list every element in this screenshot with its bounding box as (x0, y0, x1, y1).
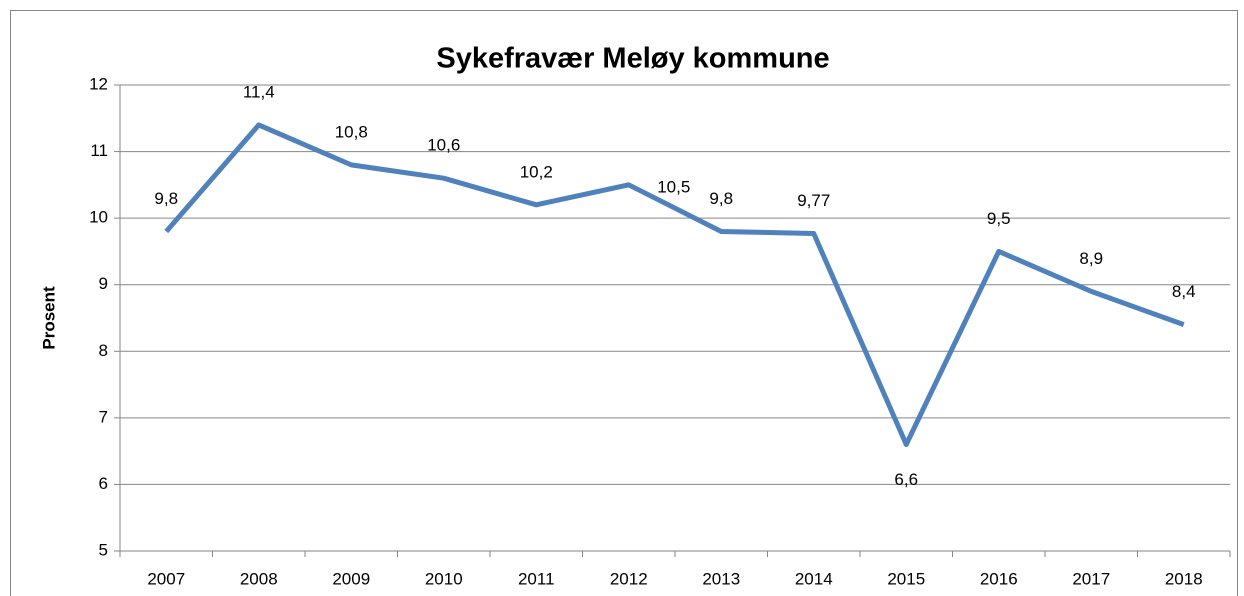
y-tick-label: 6 (99, 474, 108, 493)
y-tick-label: 5 (99, 540, 108, 559)
y-tick-label: 7 (99, 407, 108, 426)
data-label: 6,6 (894, 470, 918, 489)
data-label: 9,77 (797, 191, 830, 210)
x-tick-label: 2011 (518, 569, 555, 588)
chart-frame (10, 10, 1238, 596)
data-label: 10,6 (427, 136, 460, 155)
data-label: 10,8 (335, 122, 368, 141)
x-tick-label: 2010 (425, 569, 463, 588)
data-label: 9,8 (154, 189, 178, 208)
x-tick-label: 2014 (795, 569, 833, 588)
x-tick-label: 2017 (1072, 569, 1110, 588)
data-label: 9,5 (987, 209, 1011, 228)
y-tick-label: 9 (99, 274, 108, 293)
x-tick-label: 2007 (147, 569, 185, 588)
x-tick-label: 2018 (1165, 569, 1203, 588)
chart-title: Sykefravær Meløy kommune (436, 43, 829, 75)
y-tick-label: 12 (89, 74, 108, 93)
data-line (164, 122, 1185, 447)
y-tick-label: 11 (90, 141, 108, 160)
data-label: 10,2 (520, 162, 553, 181)
x-tick-label: 2008 (240, 569, 278, 588)
data-label: 8,9 (1079, 249, 1103, 268)
data-label: 8,4 (1172, 282, 1196, 301)
x-tick-label: 2012 (610, 569, 648, 588)
y-axis-label: Prosent (39, 286, 58, 350)
x-tick-label: 2013 (702, 569, 740, 588)
x-tick-label: 2015 (887, 569, 925, 588)
data-label: 10,5 (657, 177, 690, 196)
data-label: 9,8 (709, 189, 733, 208)
y-tick-label: 10 (89, 208, 108, 227)
x-tick-label: 2009 (332, 569, 370, 588)
x-tick-label: 2016 (980, 569, 1018, 588)
y-tick-label: 8 (99, 341, 108, 360)
data-label: 11,4 (243, 82, 275, 101)
